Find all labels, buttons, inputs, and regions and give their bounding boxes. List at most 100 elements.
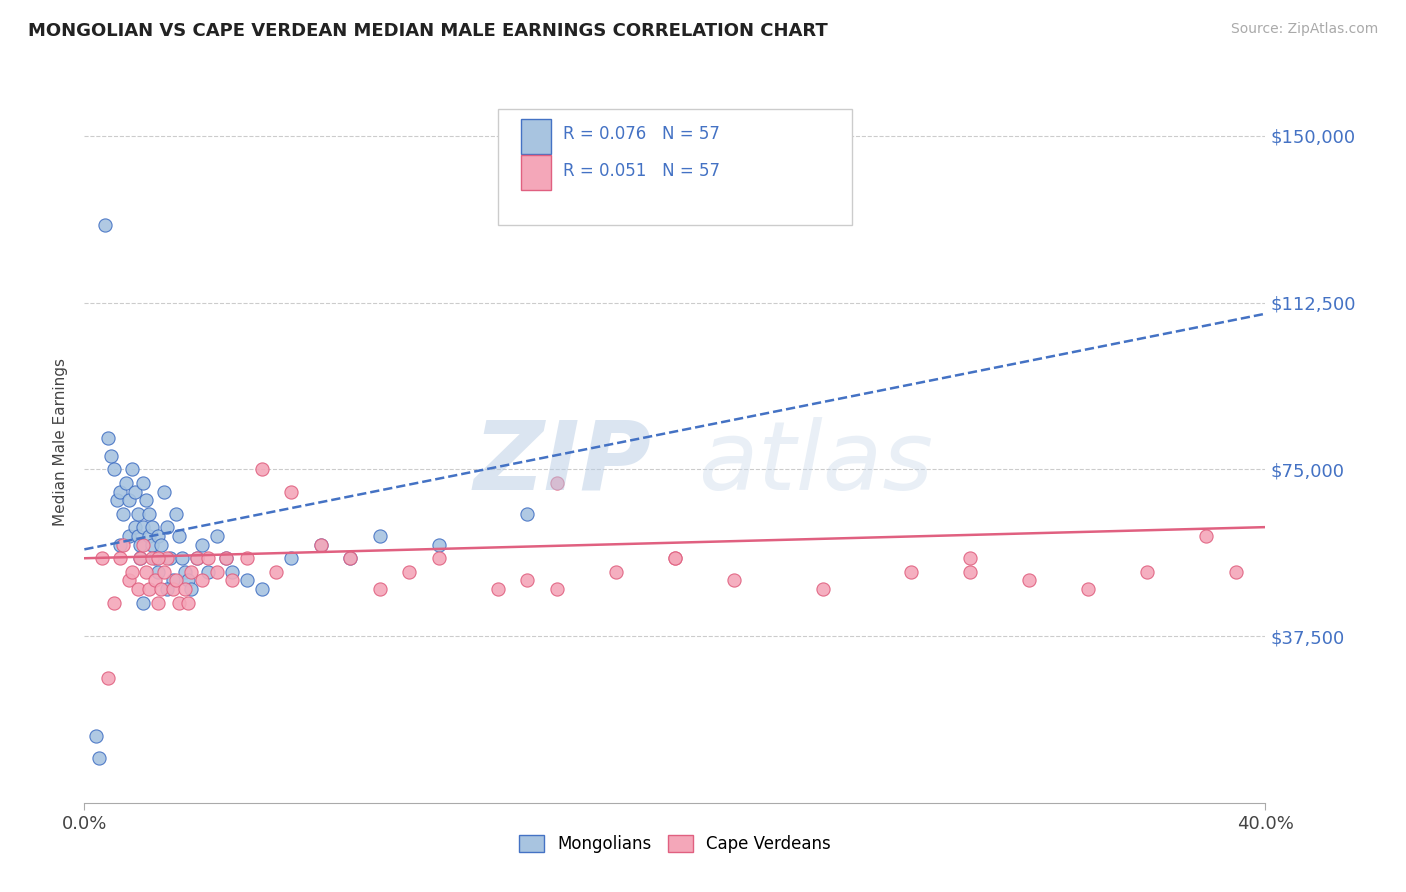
Point — [215, 551, 238, 566]
Point — [516, 507, 538, 521]
Point — [143, 574, 166, 588]
Point — [1195, 529, 1218, 543]
Point — [148, 551, 170, 566]
Point — [148, 596, 170, 610]
Point — [165, 507, 187, 521]
Point — [280, 551, 302, 566]
Point — [486, 582, 509, 597]
Point — [84, 729, 107, 743]
Point — [162, 582, 184, 597]
Point — [186, 551, 208, 566]
Point — [368, 582, 391, 597]
Point — [180, 565, 202, 579]
Point — [191, 538, 214, 552]
Point — [121, 462, 143, 476]
Point — [132, 538, 155, 552]
Point — [132, 520, 155, 534]
Point — [546, 475, 568, 490]
Point — [207, 565, 229, 579]
Point — [811, 582, 834, 597]
Point — [138, 582, 160, 597]
Point — [150, 538, 173, 552]
Point — [129, 551, 152, 566]
Point — [173, 582, 195, 597]
Point — [138, 529, 160, 543]
Point — [221, 574, 243, 588]
Point — [1018, 574, 1040, 588]
Point — [1225, 565, 1247, 579]
Point — [87, 751, 111, 765]
Point — [121, 565, 143, 579]
Point — [309, 538, 332, 552]
Point — [156, 551, 179, 566]
Point — [108, 484, 131, 499]
Point — [1077, 582, 1099, 597]
Point — [170, 551, 193, 566]
Point — [186, 551, 208, 566]
Text: ZIP: ZIP — [474, 417, 651, 509]
Text: atlas: atlas — [699, 417, 934, 509]
FancyBboxPatch shape — [522, 119, 551, 154]
Point — [143, 551, 166, 566]
Point — [221, 565, 243, 579]
Point — [266, 565, 288, 579]
Point — [197, 565, 219, 579]
Point — [191, 574, 214, 588]
Point — [165, 574, 187, 588]
Point — [173, 565, 195, 579]
Point — [250, 462, 273, 476]
Point — [339, 551, 361, 566]
Point — [180, 582, 202, 597]
Point — [236, 551, 259, 566]
Point — [127, 529, 149, 543]
FancyBboxPatch shape — [522, 154, 551, 191]
Point — [177, 596, 200, 610]
Point — [959, 551, 981, 566]
Point — [141, 551, 163, 566]
Point — [97, 431, 120, 445]
Point — [398, 565, 420, 579]
Point — [135, 493, 157, 508]
Point — [516, 574, 538, 588]
Point — [150, 582, 173, 597]
Point — [141, 538, 163, 552]
Point — [156, 520, 179, 534]
Text: MONGOLIAN VS CAPE VERDEAN MEDIAN MALE EARNINGS CORRELATION CHART: MONGOLIAN VS CAPE VERDEAN MEDIAN MALE EA… — [28, 22, 828, 40]
Point — [664, 551, 686, 566]
Point — [129, 551, 152, 566]
Point — [111, 538, 134, 552]
Point — [148, 529, 170, 543]
Point — [1136, 565, 1159, 579]
Point — [153, 484, 176, 499]
Point — [177, 574, 200, 588]
Point — [118, 493, 141, 508]
Point — [118, 529, 141, 543]
Point — [167, 596, 190, 610]
Legend: Mongolians, Cape Verdeans: Mongolians, Cape Verdeans — [512, 828, 838, 860]
Point — [141, 520, 163, 534]
Point — [339, 551, 361, 566]
Point — [91, 551, 114, 566]
Point — [108, 551, 131, 566]
Point — [900, 565, 922, 579]
Point — [368, 529, 391, 543]
Text: R = 0.051   N = 57: R = 0.051 N = 57 — [562, 161, 720, 179]
Point — [153, 565, 176, 579]
Point — [605, 565, 627, 579]
Point — [132, 475, 155, 490]
Point — [111, 507, 134, 521]
Point — [118, 574, 141, 588]
Point — [156, 582, 179, 597]
Point — [124, 520, 146, 534]
Point — [427, 538, 450, 552]
Point — [94, 218, 117, 232]
Point — [207, 529, 229, 543]
Point — [103, 462, 125, 476]
FancyBboxPatch shape — [498, 109, 852, 225]
Point — [127, 582, 149, 597]
Point — [148, 565, 170, 579]
Point — [100, 449, 122, 463]
Point — [97, 671, 120, 685]
Point — [427, 551, 450, 566]
Point — [546, 582, 568, 597]
